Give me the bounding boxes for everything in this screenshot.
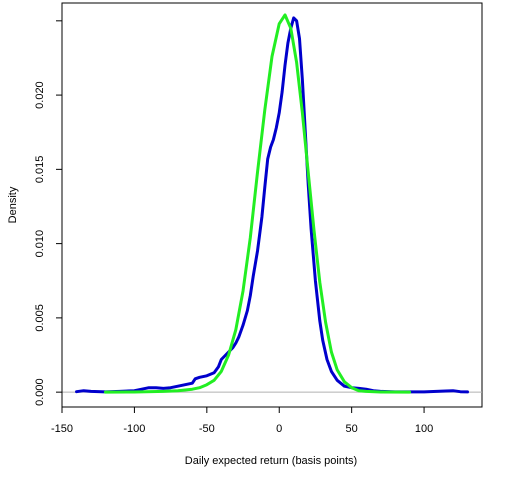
y-tick-label: 0.010 <box>34 230 46 258</box>
x-axis: -150 -100 -50 0 50 100 <box>51 406 433 435</box>
x-axis-title: Daily expected return (basis points) <box>185 455 357 467</box>
y-tick-label: 0.000 <box>34 378 46 406</box>
x-tick-label: 50 <box>346 423 358 435</box>
x-ticks: -150 -100 -50 0 50 100 <box>51 407 433 435</box>
y-ticks: 0.000 0.005 0.010 0.015 0.020 <box>34 20 62 406</box>
x-tick-label: -100 <box>123 423 145 435</box>
y-tick-label: 0.020 <box>34 81 46 109</box>
x-tick-label: 100 <box>415 423 433 435</box>
x-tick-label: -150 <box>51 423 73 435</box>
density-line-1 <box>75 16 469 394</box>
plot-area <box>61 2 483 408</box>
y-tick-label: 0.005 <box>34 304 46 332</box>
y-axis: 0.000 0.005 0.010 0.015 0.020 <box>34 20 63 406</box>
density-line-2 <box>103 13 412 394</box>
x-tick-label: 0 <box>276 423 282 435</box>
y-tick-label: 0.015 <box>34 156 46 184</box>
series-layer <box>75 13 469 394</box>
x-tick-label: -50 <box>199 423 215 435</box>
y-axis-title: Density <box>7 186 19 223</box>
